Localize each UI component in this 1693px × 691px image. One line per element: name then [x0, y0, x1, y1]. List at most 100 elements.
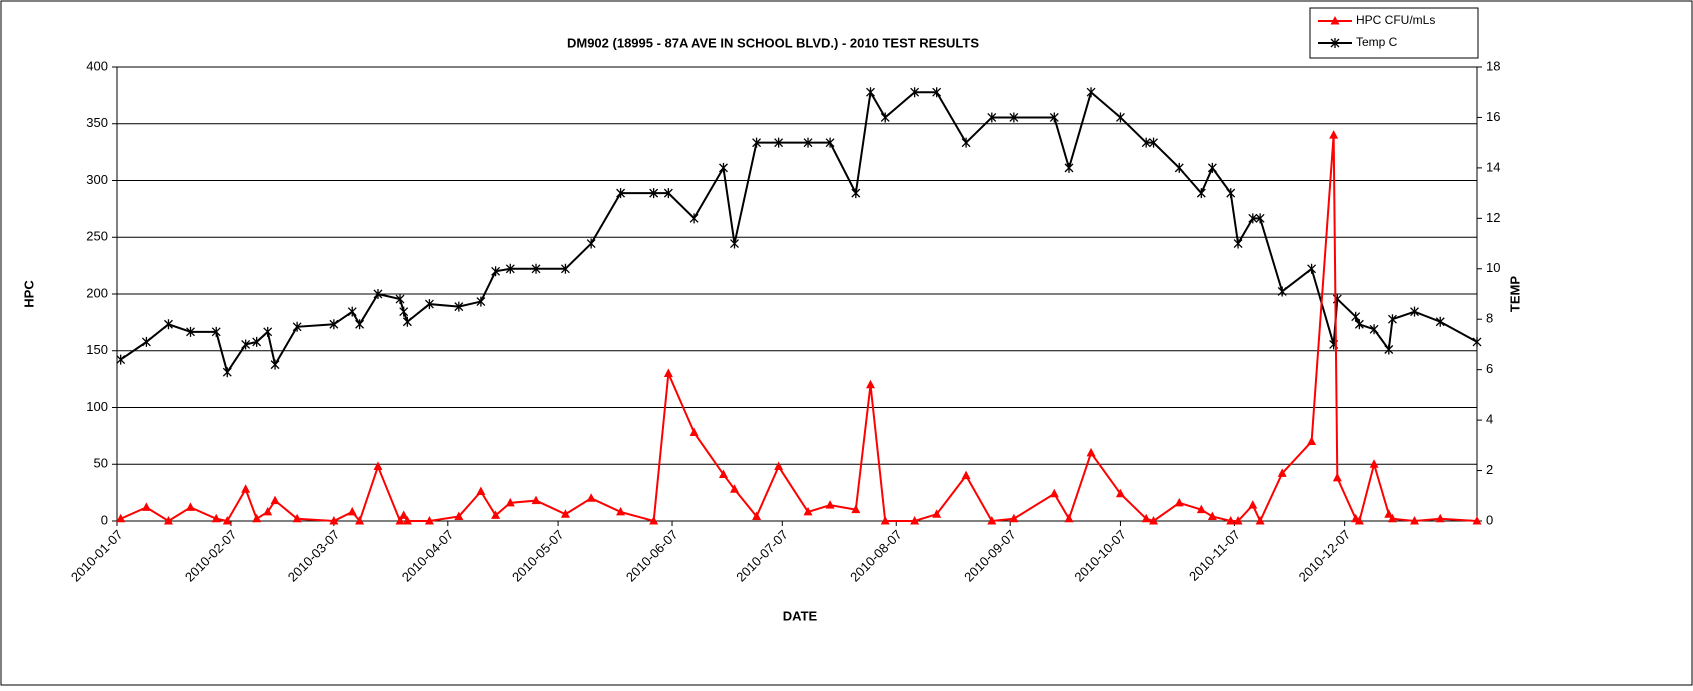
data-point — [222, 367, 232, 378]
data-point — [355, 516, 365, 525]
data-point — [270, 359, 280, 370]
data-point — [241, 484, 251, 493]
data-point — [1277, 286, 1287, 297]
data-point — [1248, 213, 1258, 224]
data-point — [1255, 213, 1265, 224]
data-point — [211, 513, 221, 523]
data-point — [270, 495, 280, 505]
data-point — [347, 506, 357, 516]
data-point — [1329, 130, 1339, 139]
legend-marker — [1330, 38, 1340, 48]
data-point — [211, 326, 221, 337]
data-point — [825, 137, 835, 148]
data-point — [163, 516, 173, 525]
data-point — [1141, 137, 1151, 148]
data-point — [1435, 316, 1445, 327]
data-point — [1174, 162, 1184, 173]
y-tick-label: 250 — [86, 229, 108, 244]
data-point — [1115, 488, 1125, 498]
data-point — [689, 213, 699, 224]
data-point — [1384, 509, 1394, 518]
data-point — [505, 497, 515, 507]
data-point — [1049, 112, 1059, 123]
data-point — [649, 188, 659, 199]
data-point — [1174, 497, 1184, 507]
data-point — [1226, 516, 1236, 525]
data-point — [292, 321, 302, 332]
y-tick-label: 300 — [86, 172, 108, 187]
data-point — [491, 266, 501, 277]
data-point — [1116, 112, 1125, 123]
data-point — [241, 339, 251, 350]
y-tick-label: 150 — [86, 342, 108, 357]
data-point — [616, 506, 626, 516]
y-tick-label: 350 — [86, 115, 108, 130]
data-point — [1354, 516, 1364, 525]
data-point — [424, 299, 434, 310]
data-point — [1086, 87, 1096, 98]
legend-label: Temp C — [1356, 35, 1398, 49]
data-point — [1255, 516, 1265, 525]
data-point — [1388, 314, 1397, 325]
data-point — [399, 306, 409, 317]
x-axis-label: DATE — [783, 608, 818, 623]
data-point — [252, 336, 262, 347]
data-point — [1435, 513, 1445, 523]
data-point — [803, 506, 813, 516]
chart-title: DM902 (18995 - 87A AVE IN SCHOOL BLVD.) … — [567, 35, 979, 50]
data-point — [1086, 447, 1096, 457]
y-tick-label: 100 — [86, 399, 108, 414]
data-point — [263, 506, 273, 516]
data-point — [141, 336, 151, 347]
data-point — [399, 510, 409, 519]
y-axis-label: HPC — [21, 280, 36, 308]
data-point — [1009, 112, 1019, 123]
data-point — [347, 306, 357, 317]
data-point — [825, 500, 835, 509]
data-point — [1248, 500, 1258, 509]
data-point — [1049, 488, 1059, 498]
data-point — [186, 326, 195, 337]
data-point — [263, 326, 273, 337]
data-point — [910, 516, 920, 525]
data-point — [329, 516, 339, 525]
data-point — [1207, 511, 1217, 520]
data-point — [774, 461, 784, 471]
data-point — [531, 495, 541, 505]
data-point — [1384, 344, 1394, 355]
data-point — [961, 470, 971, 480]
legend-label: HPC CFU/mLs — [1356, 13, 1435, 27]
data-point — [1141, 513, 1151, 523]
y2-tick-label: 14 — [1486, 159, 1500, 174]
data-point — [730, 484, 740, 493]
data-point — [851, 188, 861, 199]
data-point — [932, 87, 942, 98]
data-point — [866, 87, 875, 98]
y2-tick-label: 18 — [1486, 58, 1500, 73]
data-point — [774, 137, 784, 148]
data-point — [1277, 468, 1287, 477]
data-point — [730, 238, 739, 249]
data-point — [1064, 162, 1074, 173]
data-point — [586, 493, 596, 502]
data-point — [222, 516, 232, 525]
data-point — [476, 296, 486, 307]
data-point — [355, 319, 365, 330]
data-point — [1009, 513, 1019, 523]
data-point — [252, 513, 262, 523]
data-point — [752, 137, 762, 148]
data-point — [402, 316, 412, 327]
data-point — [663, 188, 673, 199]
data-point — [586, 238, 596, 249]
data-point — [560, 509, 570, 518]
data-point — [560, 263, 570, 274]
data-point — [1196, 188, 1206, 199]
data-point — [1233, 516, 1243, 525]
data-point — [1410, 516, 1420, 525]
y2-tick-label: 16 — [1486, 109, 1500, 124]
data-point — [424, 516, 434, 525]
data-point — [1354, 319, 1364, 330]
data-point — [1369, 324, 1379, 335]
data-point — [1307, 436, 1317, 446]
